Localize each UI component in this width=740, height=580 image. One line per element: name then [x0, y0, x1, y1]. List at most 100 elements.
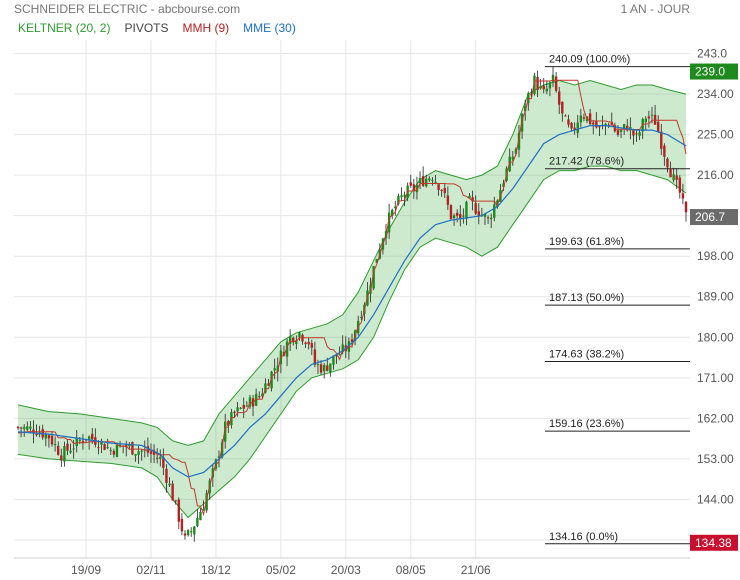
candle-body	[273, 368, 276, 371]
candle-body	[217, 456, 221, 458]
keltner-band	[18, 80, 686, 518]
candle-body	[567, 119, 570, 125]
candle-body	[638, 132, 641, 136]
candle-body	[412, 184, 416, 191]
candle-body	[542, 85, 545, 90]
candle-body	[100, 440, 103, 445]
candle-body	[548, 82, 552, 89]
candle-body	[520, 114, 524, 132]
candle-body	[394, 206, 397, 209]
candle-body	[26, 426, 29, 430]
candle-body	[112, 450, 116, 455]
candle-body	[261, 393, 264, 397]
fib-level-label: 187.13 (50.0%)	[549, 292, 624, 304]
candle-body	[545, 88, 549, 92]
candle-body	[486, 217, 490, 219]
candle-body	[622, 124, 626, 129]
candle-body	[298, 332, 301, 338]
y-tick-label: 162.00	[697, 411, 734, 425]
candle-body	[106, 447, 109, 449]
candle-body	[29, 426, 32, 429]
price-tag-bg	[690, 209, 738, 226]
candle-body	[517, 132, 521, 150]
candle-body	[579, 115, 583, 123]
candle-body	[539, 85, 542, 89]
y-tick-label: 225.00	[697, 128, 734, 142]
candle-body	[183, 533, 187, 536]
candle-body	[288, 335, 292, 344]
candle-body	[523, 106, 527, 112]
y-tick-label: 243.0	[697, 47, 727, 61]
candle-body	[477, 211, 480, 217]
candle-body	[650, 114, 654, 116]
fib-level-label: 199.63 (61.8%)	[549, 236, 624, 248]
candle-body	[400, 195, 403, 198]
candle-body	[109, 449, 112, 451]
candle-body	[582, 117, 586, 119]
fib-level-label: 159.16 (23.6%)	[549, 418, 624, 430]
candle-body	[103, 444, 106, 450]
y-tick-label: 153.00	[697, 452, 734, 466]
candle-body	[375, 258, 378, 263]
candle-body	[199, 511, 202, 520]
candle-body	[131, 442, 134, 455]
candle-body	[75, 437, 78, 447]
candle-body	[332, 355, 335, 365]
candle-body	[193, 526, 196, 535]
candle-body	[669, 168, 672, 178]
candle-body	[19, 427, 23, 429]
candle-body	[595, 121, 598, 128]
candle-body	[684, 201, 688, 213]
candle-body	[341, 344, 344, 352]
candle-body	[588, 113, 592, 125]
x-tick-label: 19/09	[71, 563, 101, 577]
candle-body	[573, 127, 576, 130]
candle-body	[514, 149, 518, 154]
candle-body	[437, 184, 440, 190]
candle-body	[465, 201, 468, 219]
candle-body	[171, 483, 174, 501]
legend-keltner[interactable]: KELTNER (20, 2)	[18, 21, 111, 35]
fib-level-label: 217.42 (78.6%)	[549, 156, 624, 168]
candle-body	[511, 156, 515, 160]
candle-body	[502, 183, 505, 188]
candle-body	[326, 365, 329, 371]
candle-body	[115, 443, 119, 458]
candle-body	[644, 118, 647, 123]
candle-body	[462, 215, 465, 217]
candle-body	[196, 518, 199, 527]
candle-body	[63, 445, 66, 462]
candle-body	[310, 343, 313, 348]
candle-body	[338, 354, 341, 356]
candle-body	[22, 426, 26, 430]
candle-body	[205, 493, 208, 511]
x-tick-label: 20/03	[331, 563, 361, 577]
candle-body	[224, 421, 227, 442]
candle-body	[397, 195, 400, 204]
candle-body	[449, 204, 453, 220]
candle-body	[558, 91, 561, 105]
candle-body	[592, 122, 595, 125]
candle-body	[607, 124, 610, 126]
candle-body	[168, 483, 171, 486]
candle-body	[267, 383, 270, 386]
candle-body	[656, 121, 660, 133]
candle-body	[493, 204, 496, 218]
candle-body	[186, 530, 190, 536]
legend-mme[interactable]: MME (30)	[243, 21, 296, 35]
candle-body	[149, 451, 153, 454]
candle-body	[489, 217, 493, 220]
keltner-upper-line	[17, 79, 687, 446]
candle-body	[360, 316, 363, 318]
y-tick-label: 198.00	[697, 249, 734, 263]
candle-body	[446, 195, 450, 205]
candle-body	[316, 364, 320, 366]
period-label[interactable]: 1 AN - JOUR	[620, 2, 690, 16]
legend-pivots[interactable]: PIVOTS	[124, 21, 169, 35]
legend-mmh[interactable]: MMH (9)	[182, 21, 230, 35]
candle-body	[372, 266, 375, 289]
candle-body	[91, 433, 94, 440]
price-tag-label: 134.38	[695, 536, 732, 550]
candle-body	[236, 407, 239, 412]
